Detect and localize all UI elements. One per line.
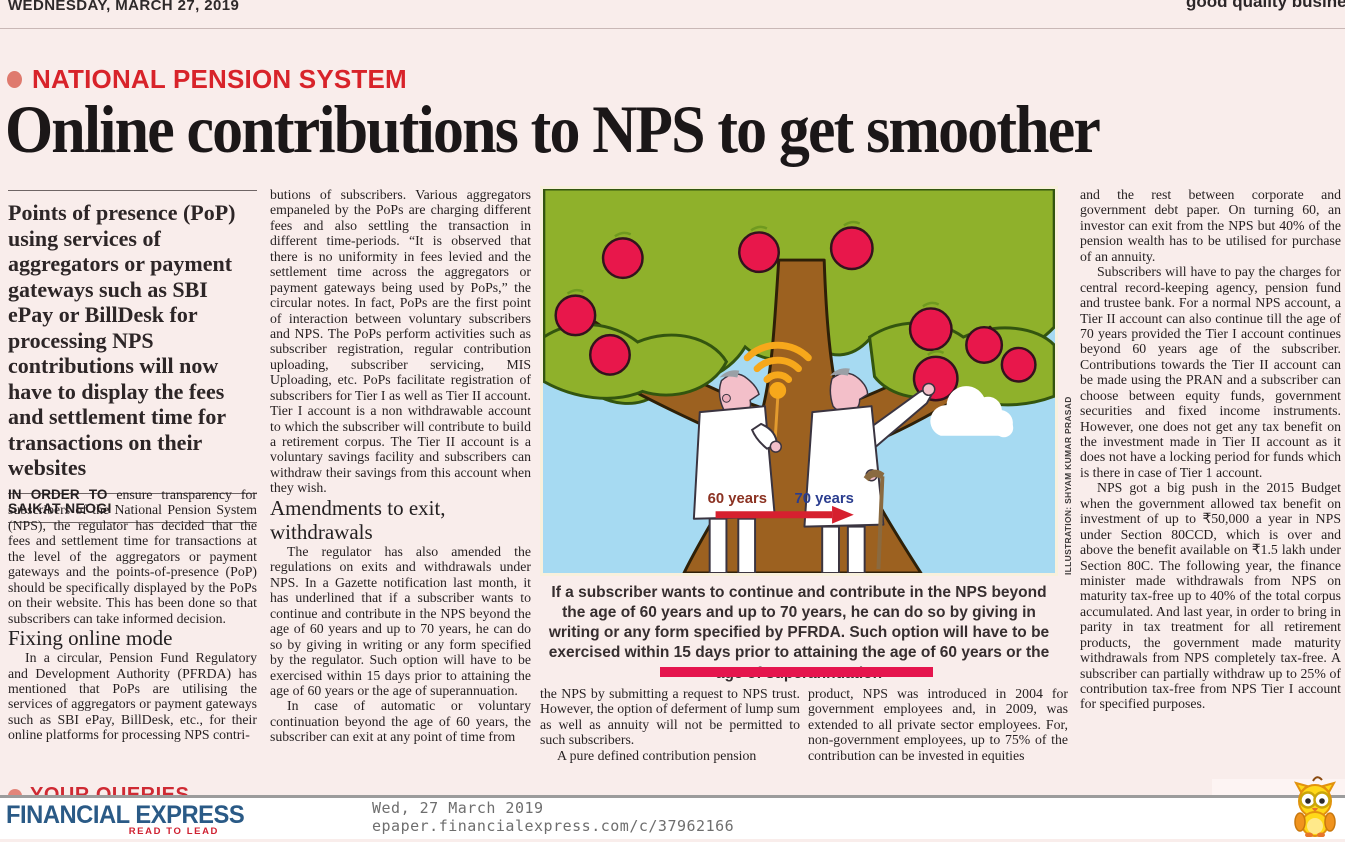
senior-70-figure [803,368,936,573]
article-column-2: butions of subscribers. Various aggregat… [270,187,531,745]
network-cloud-icon [930,386,1014,438]
clip-metadata: Wed, 27 March 2019 epaper.financialexpre… [372,799,734,835]
illustration-canvas: 60 years 70 years [543,189,1055,573]
cane [863,469,885,570]
owl-mascot-icon[interactable] [1287,775,1343,842]
divider [8,521,257,523]
caption-accent-bar [660,667,933,677]
paragraph: butions of subscribers. Various aggregat… [270,187,531,496]
clip-date: Wed, 27 March 2019 [372,799,544,817]
epaper-footer: FINANCIAL EXPRESS READ TO LEAD Wed, 27 M… [0,795,1345,839]
article-column-1: IN ORDER TO ensure transparency for subs… [8,487,257,743]
article-column-4: product, NPS was introduced in 2004 for … [808,686,1068,763]
lead-in: IN ORDER TO [8,487,108,502]
paragraph: A pure defined contribution pension [557,747,757,763]
apple-stems [566,220,945,356]
article-column-5: and the rest between corporate and gover… [1080,187,1341,712]
owl-wing-left [1294,812,1306,832]
divider [8,492,257,494]
illustration-caption: If a subscriber wants to continue and co… [548,584,1050,682]
masthead-rule [0,28,1345,29]
paragraph: In case of automatic or voluntary contin… [270,698,531,745]
paragraph: NPS got a big push in the 2015 Budget wh… [1080,480,1341,712]
tree-trunk [571,258,1016,573]
standfirst-text: Points of presence (PoP) using services … [8,200,236,481]
paragraph: product, NPS was introduced in 2004 for … [808,686,1068,763]
standfirst-block: Points of presence (PoP) using services … [8,190,257,523]
label-70-years: 70 years [795,491,854,507]
paragraph: In a circular, Pension Fund Regulatory a… [8,650,257,743]
section-kicker-label: NATIONAL PENSION SYSTEM [32,64,407,94]
edition-dateline: WEDNESDAY, MARCH 27, 2019 [8,0,240,14]
label-60-years: 60 years [708,491,767,507]
age-transition-labels: 60 years 70 years [708,491,854,524]
article-headline: Online contributions to NPS to get smoot… [5,91,1101,167]
financial-express-logo: FINANCIAL EXPRESS READ TO LEAD [6,801,257,837]
subhead-fixing-online-mode: Fixing online mode [8,625,173,650]
paragraph: IN ORDER TO ensure transparency for subs… [8,487,257,626]
arrow-head-icon [832,505,854,524]
paragraph: The regulator has also amended the regul… [270,544,531,698]
paragraph: the NPS by submitting a request to NPS t… [540,686,800,748]
owl-wing-right [1324,812,1336,832]
article-column-3: the NPS by submitting a request to NPS t… [540,686,800,763]
wifi-icon [743,341,812,445]
divider [8,190,257,191]
logo-wordmark: FINANCIAL EXPRESS [6,801,245,829]
owl-foot-left [1305,832,1313,838]
paragraph: Subscribers will have to pay the charges… [1080,264,1341,480]
owl-tuft [1312,776,1323,782]
section-bullet-icon [7,71,22,88]
section-kicker: NATIONAL PENSION SYSTEM [7,64,407,95]
logo-tagline: READ TO LEAD [128,826,219,837]
clip-url: epaper.financialexpress.com/c/37962166 [372,817,735,835]
byline: SAIKAT NEOGI [8,499,112,516]
senior-60-figure [692,370,782,573]
owl-pupil-left [1305,798,1311,804]
paragraph: and the rest between corporate and gover… [1080,187,1341,264]
owl-foot-right [1317,832,1325,838]
owl-beak [1312,808,1318,811]
subhead-amendments: Amendments to exit, withdrawals [270,495,446,544]
owl-pupil-right [1319,798,1325,804]
owl-mascot-svg [1293,776,1337,838]
illustration-credit: ILLUSTRATION: SHYAM KUMAR PRASAD [1063,396,1073,575]
masthead-right-partial-text: good quality busines [1186,0,1345,11]
owl-belly [1307,818,1323,834]
nps-tree-illustration: 60 years 70 years [540,186,1058,576]
